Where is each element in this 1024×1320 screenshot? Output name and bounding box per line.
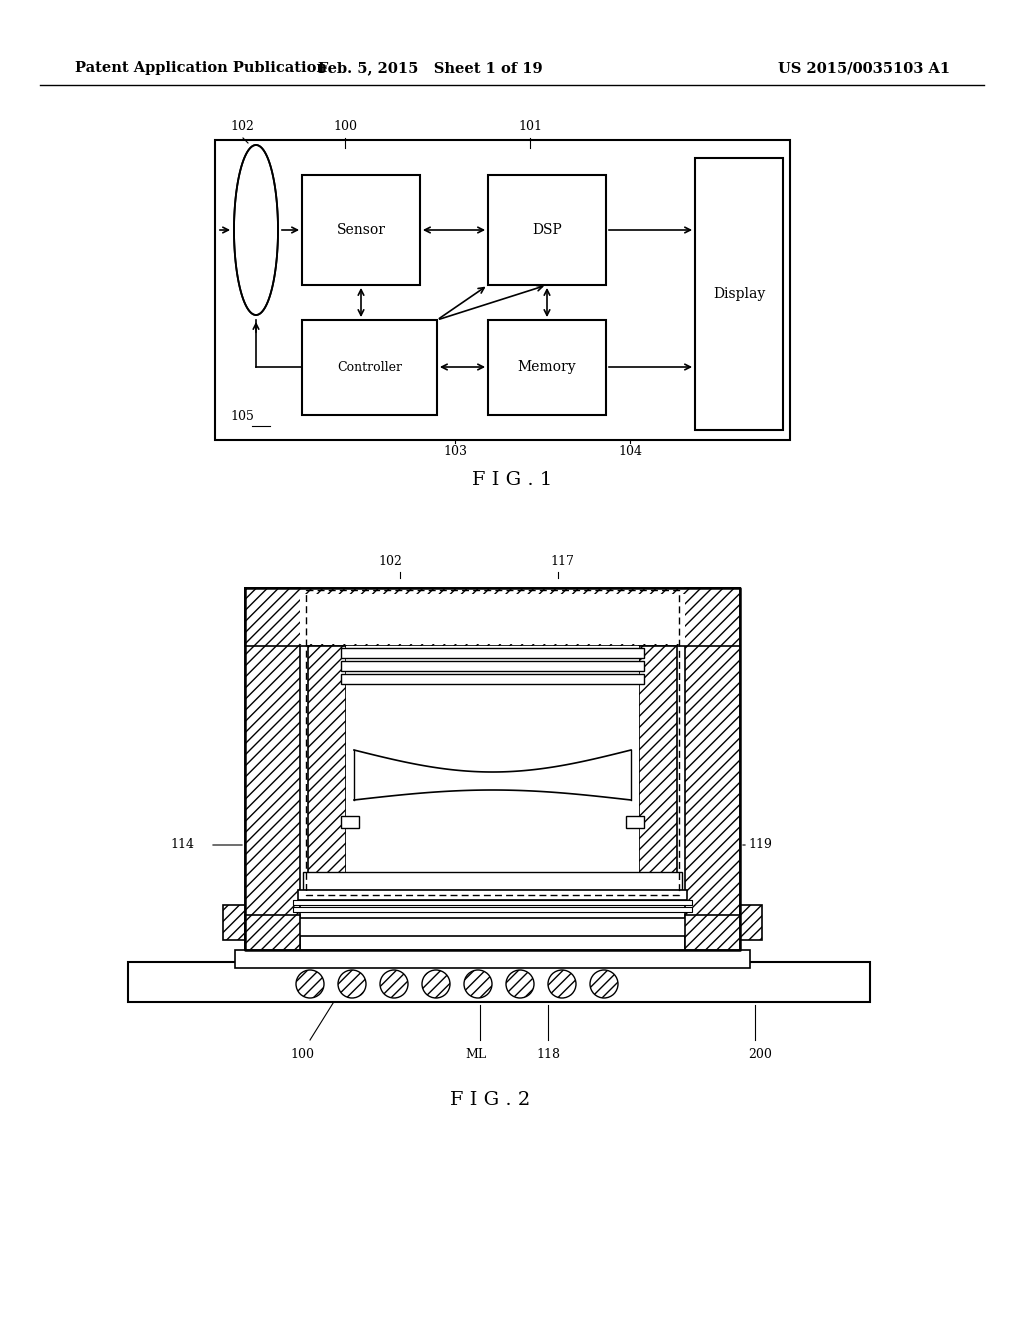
Text: 105: 105: [230, 411, 254, 422]
Bar: [488, 319, 606, 414]
Bar: [288, 917, 697, 936]
Text: 104: 104: [618, 445, 642, 458]
Circle shape: [422, 970, 450, 998]
Bar: [308, 645, 346, 890]
Bar: [488, 176, 606, 285]
Bar: [346, 645, 639, 890]
Text: US 2015/0035103 A1: US 2015/0035103 A1: [778, 61, 950, 75]
Bar: [303, 873, 682, 890]
Bar: [245, 915, 300, 950]
Text: 119: 119: [748, 838, 772, 851]
Circle shape: [506, 970, 534, 998]
Text: 100: 100: [290, 1048, 314, 1061]
Text: Display: Display: [713, 286, 765, 301]
Text: 117: 117: [550, 554, 573, 568]
Text: 114: 114: [170, 838, 194, 851]
Bar: [245, 587, 740, 645]
Text: Feb. 5, 2015   Sheet 1 of 19: Feb. 5, 2015 Sheet 1 of 19: [317, 61, 543, 75]
Bar: [341, 816, 359, 828]
Text: F I G . 1: F I G . 1: [472, 471, 552, 488]
Bar: [300, 594, 685, 644]
Bar: [695, 158, 783, 430]
Polygon shape: [354, 750, 631, 800]
Text: Sensor: Sensor: [337, 223, 385, 238]
Text: 101: 101: [518, 120, 542, 133]
Polygon shape: [234, 145, 278, 315]
Bar: [639, 645, 677, 890]
Bar: [293, 907, 692, 912]
Circle shape: [464, 970, 492, 998]
Circle shape: [548, 970, 575, 998]
Text: DSP: DSP: [532, 223, 562, 238]
Bar: [215, 140, 790, 440]
Bar: [685, 587, 740, 950]
Bar: [245, 587, 300, 950]
Bar: [626, 816, 644, 828]
Text: 102: 102: [230, 120, 254, 133]
Text: 102: 102: [378, 554, 402, 568]
Bar: [234, 950, 750, 968]
Bar: [223, 906, 245, 940]
Circle shape: [338, 970, 366, 998]
Bar: [341, 648, 644, 657]
Text: Patent Application Publication: Patent Application Publication: [75, 61, 327, 75]
Text: Controller: Controller: [337, 360, 402, 374]
Bar: [293, 900, 692, 906]
Bar: [302, 176, 420, 285]
Text: ML: ML: [466, 1048, 486, 1061]
Bar: [740, 906, 762, 940]
Text: 200: 200: [749, 1048, 772, 1061]
Bar: [341, 661, 644, 671]
Circle shape: [296, 970, 324, 998]
Bar: [341, 675, 644, 684]
Text: F I G . 2: F I G . 2: [450, 1092, 530, 1109]
Bar: [293, 907, 692, 912]
Bar: [302, 319, 437, 414]
Bar: [293, 900, 692, 906]
Bar: [685, 915, 740, 950]
Text: 100: 100: [333, 120, 357, 133]
Text: 103: 103: [443, 445, 467, 458]
Bar: [128, 962, 870, 1002]
Text: 118: 118: [536, 1048, 560, 1061]
Circle shape: [590, 970, 618, 998]
Text: Memory: Memory: [518, 360, 577, 375]
Circle shape: [380, 970, 408, 998]
Bar: [298, 890, 687, 900]
